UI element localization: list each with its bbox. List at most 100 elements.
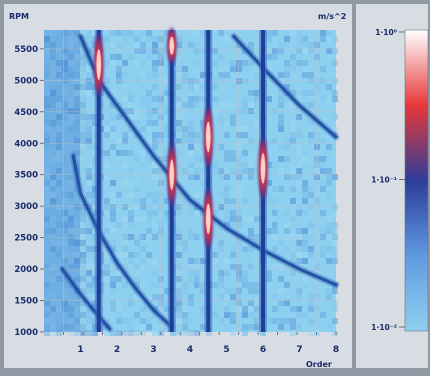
heatmap-cell (290, 216, 296, 222)
heatmap-cell (230, 210, 236, 216)
heatmap-cell (248, 42, 254, 48)
heatmap-cell (50, 30, 56, 36)
heatmap-cell (278, 156, 284, 162)
heatmap-cell (134, 36, 140, 42)
heatmap-cell (296, 180, 302, 186)
heatmap-cell (302, 150, 308, 156)
heatmap-cell (140, 312, 146, 318)
heatmap-cell (68, 180, 74, 186)
heatmap-cell (140, 246, 146, 252)
heatmap-cell (50, 174, 56, 180)
y-tick-label: 2000 (14, 265, 38, 275)
heatmap-cell (332, 174, 338, 180)
heatmap-cell (68, 138, 74, 144)
heatmap-cell (230, 84, 236, 90)
heatmap-cell (176, 228, 182, 234)
heatmap-cell (50, 288, 56, 294)
heatmap-cell (122, 240, 128, 246)
heatmap-cell (320, 234, 326, 240)
heatmap-cell (254, 318, 260, 324)
heatmap-cell (314, 294, 320, 300)
heatmap-cell (188, 150, 194, 156)
heatmap-cell (236, 186, 242, 192)
heatmap-cell (230, 102, 236, 108)
heatmap-cell (62, 36, 68, 42)
heatmap-cell (314, 264, 320, 270)
heatmap-cell (308, 300, 314, 306)
heatmap-cell (296, 252, 302, 258)
heatmap-cell (332, 60, 338, 66)
heatmap-cell (116, 78, 122, 84)
heatmap-cell (182, 168, 188, 174)
heatmap-cell (248, 102, 254, 108)
heatmap-cell (236, 264, 242, 270)
y-tick-label: 5500 (14, 45, 38, 55)
heatmap-cell (224, 102, 230, 108)
heatmap-cell (242, 282, 248, 288)
heatmap-cell (320, 180, 326, 186)
heatmap-cell (194, 30, 200, 36)
resonance-curve (232, 34, 338, 139)
heatmap-cell (194, 60, 200, 66)
heatmap-cell (290, 270, 296, 276)
heatmap-cell (50, 330, 56, 336)
heatmap-cell (110, 54, 116, 60)
heatmap-cell (86, 228, 92, 234)
heatmap-cell (302, 324, 308, 330)
heatmap-cell (332, 240, 338, 246)
heatmap-cell (44, 48, 50, 54)
heatmap-cell (284, 282, 290, 288)
heatmap-cell (122, 84, 128, 90)
heatmap-cell (302, 48, 308, 54)
heatmap-cell (128, 324, 134, 330)
heatmap-cell (290, 234, 296, 240)
heatmap-cell (194, 96, 200, 102)
heatmap-cell (50, 210, 56, 216)
heatmap-cell (104, 162, 110, 168)
heatmap-cell (296, 90, 302, 96)
heatmap-cell (104, 198, 110, 204)
heatmap-cell (44, 114, 50, 120)
heatmap-cell (278, 72, 284, 78)
heatmap-cell (242, 312, 248, 318)
heatmap-cell (86, 90, 92, 96)
heatmap-cell (140, 114, 146, 120)
heatmap-cell (326, 48, 332, 54)
heatmap-cell (68, 126, 74, 132)
heatmap-cell (188, 144, 194, 150)
heatmap-cell (74, 30, 80, 36)
heatmap-cell (56, 210, 62, 216)
heatmap-cell (116, 102, 122, 108)
heatmap-cell (68, 30, 74, 36)
heatmap-cell (284, 174, 290, 180)
heatmap-cell (236, 162, 242, 168)
heatmap-cell (290, 132, 296, 138)
heatmap-cell (140, 48, 146, 54)
heatmap-cell (122, 180, 128, 186)
heatmap-cell (272, 246, 278, 252)
heatmap-cell (188, 228, 194, 234)
x-tick-label: 1 (77, 345, 83, 355)
heatmap-cell (230, 264, 236, 270)
heatmap-cell (176, 252, 182, 258)
heatmap-cell (248, 264, 254, 270)
heatmap-cell (278, 114, 284, 120)
heatmap-cell (296, 288, 302, 294)
heatmap-cell (230, 144, 236, 150)
heatmap-cell (110, 192, 116, 198)
heatmap-cell (266, 30, 272, 36)
heatmap-cell (212, 48, 218, 54)
heatmap-cell (278, 276, 284, 282)
heatmap-cell (200, 324, 206, 330)
heatmap-cell (326, 30, 332, 36)
heatmap-cell (50, 42, 56, 48)
heatmap-cell (176, 300, 182, 306)
heatmap-cell (104, 60, 110, 66)
heatmap-cell (236, 216, 242, 222)
heatmap-cell (86, 168, 92, 174)
heatmap-cell (74, 246, 80, 252)
heatmap-cell (164, 30, 170, 36)
heatmap-cell (302, 180, 308, 186)
heatmap-cell (188, 126, 194, 132)
heatmap-cell (224, 288, 230, 294)
